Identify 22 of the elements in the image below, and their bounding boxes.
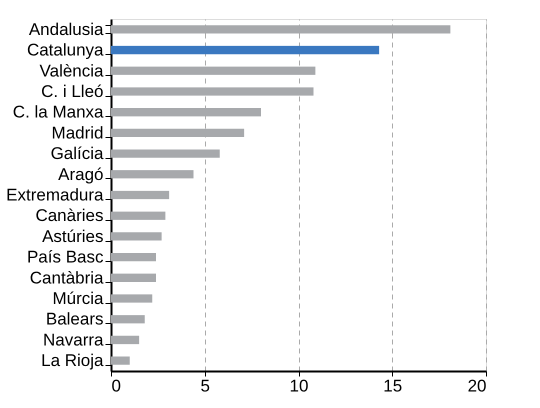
x-tick-label: 20 [468,376,486,396]
y-tick-label: Navarra [43,330,104,350]
y-tick-label: Múrcia [52,289,104,308]
x-tick-label: 0 [112,376,121,396]
y-tick-label: Balears [46,310,104,329]
y-tick-label: València [40,61,104,80]
y-tick-label: Galícia [50,144,104,164]
y-tick-label: Extremadura [6,186,104,204]
y-tick-label: Andalusia [28,20,104,39]
y-tick-label: Madrid [52,123,104,142]
y-tick-label: Catalunya [26,40,104,60]
x-tick-label: 10 [290,376,308,396]
y-tick-label: Astúries [42,226,104,246]
y-tick-label: Aragó [58,164,104,184]
y-tick-label: La Rioja [41,351,104,370]
y-tick-label: Canàries [35,206,104,226]
y-tick-label: País Basc [26,248,104,267]
y-tick-label: C. i Lleó [41,82,104,101]
x-tick-label: 5 [200,376,210,396]
y-tick-label: Cantàbria [30,268,104,288]
x-tick-label: 15 [383,376,402,396]
y-tick-label: C. la Manxa [12,102,104,122]
